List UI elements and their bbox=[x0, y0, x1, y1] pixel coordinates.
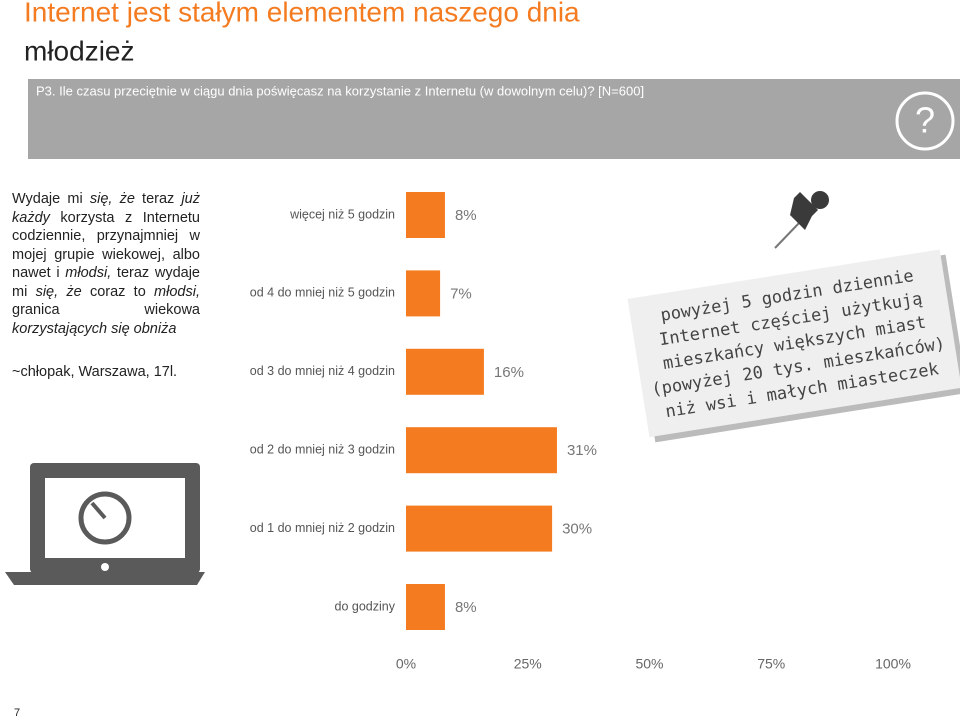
bar bbox=[406, 192, 445, 238]
x-tick-label: 50% bbox=[635, 656, 663, 672]
y-tick-label: od 3 do mniej niż 4 godzin bbox=[250, 364, 395, 378]
quote: Wydaje mi się, że teraz już każdy korzys… bbox=[12, 190, 200, 338]
bar bbox=[406, 348, 484, 395]
quote-segment: młodsi, bbox=[65, 265, 112, 281]
quote-segment: się, że bbox=[35, 283, 82, 300]
question-icon-text: ? bbox=[915, 100, 935, 141]
x-tick-label: 100% bbox=[875, 656, 911, 672]
value-label: 16% bbox=[494, 364, 524, 381]
y-tick-label: więcej niż 5 godzin bbox=[289, 207, 395, 221]
x-tick-label: 75% bbox=[757, 656, 785, 672]
value-label: 8% bbox=[455, 207, 477, 224]
value-label: 7% bbox=[450, 285, 472, 302]
question: P3. Ile czasu przeciętnie w ciągu dnia p… bbox=[36, 83, 644, 98]
quote-segment: się, że bbox=[89, 191, 135, 207]
bar bbox=[406, 505, 553, 552]
y-tick-label: od 4 do mniej niż 5 godzin bbox=[250, 286, 395, 300]
page-number: 7 bbox=[14, 707, 20, 719]
value-label: 31% bbox=[567, 442, 597, 459]
laptop-icon bbox=[5, 463, 205, 585]
quote-segment: korzystających się obniża bbox=[12, 320, 177, 337]
question-icon bbox=[895, 91, 955, 151]
quote-segment: granica wiekowa bbox=[12, 302, 200, 318]
x-tick-label: 0% bbox=[396, 656, 416, 672]
title: młodzież bbox=[24, 35, 134, 66]
bar bbox=[406, 427, 557, 474]
y-tick-label: od 2 do mniej niż 3 godzin bbox=[250, 442, 395, 456]
quote-segment: coraz to bbox=[81, 283, 155, 300]
quote-segment: Wydaje mi bbox=[12, 191, 90, 207]
quote-segment: korzysta z Internetu codziennie, przynaj… bbox=[12, 209, 200, 282]
quote-author: ~chłopak, Warszawa, 17l. bbox=[12, 364, 178, 380]
value-label: 8% bbox=[455, 599, 477, 616]
bar bbox=[406, 584, 445, 630]
quote-segment: młodsi, bbox=[154, 283, 200, 300]
title: Internet jest stałym elementem naszego d… bbox=[24, 0, 580, 27]
x-tick-label: 25% bbox=[514, 656, 542, 672]
quote-segment: teraz wydaje mi bbox=[12, 265, 200, 300]
bar bbox=[406, 270, 441, 317]
y-tick-label: do godziny bbox=[335, 599, 396, 613]
quote-segment: już każdy bbox=[12, 191, 200, 226]
question-band bbox=[28, 79, 960, 159]
pin-icon bbox=[774, 191, 829, 249]
y-tick-label: od 1 do mniej niż 2 godzin bbox=[250, 521, 395, 535]
value-label: 30% bbox=[562, 521, 592, 538]
quote-segment: teraz bbox=[134, 191, 182, 207]
